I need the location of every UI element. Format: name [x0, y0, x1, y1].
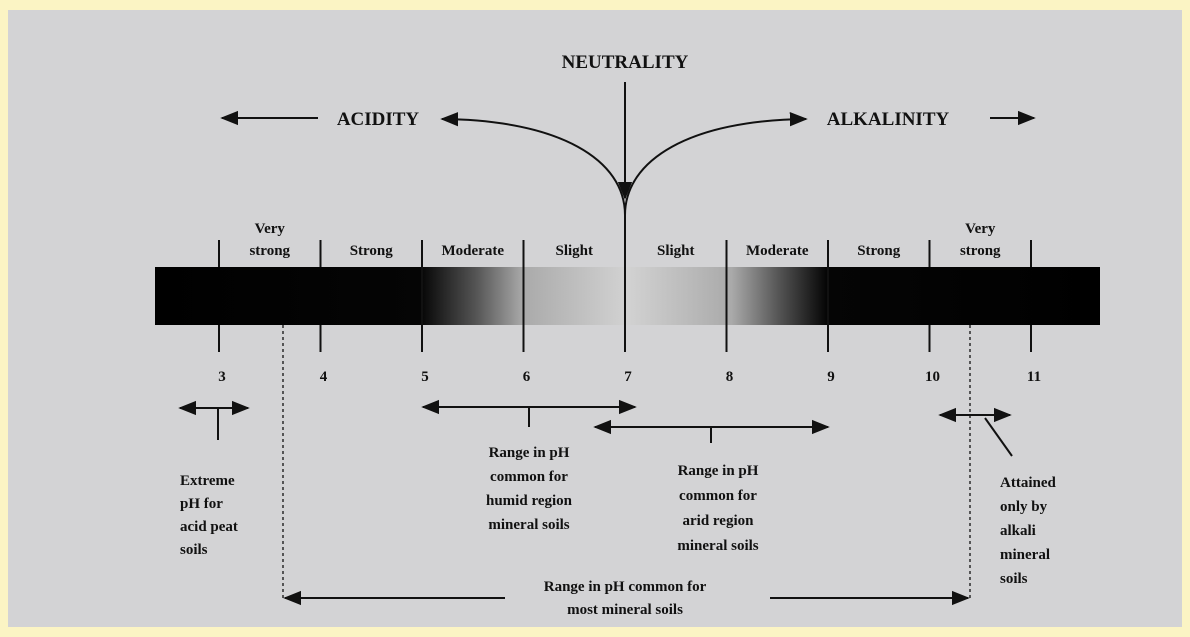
annotation: humid region	[486, 493, 573, 509]
alkali-curve	[624, 111, 808, 216]
annotation: most mineral soils	[567, 602, 683, 618]
annotation: Range in pH common for	[544, 579, 707, 595]
zone-label: Slight	[555, 243, 593, 259]
zone-label: Moderate	[442, 243, 505, 259]
annotation: Range in pH	[678, 463, 759, 479]
annotation: common for	[679, 488, 757, 504]
acid-curve	[440, 111, 626, 216]
scale-label: 9	[827, 369, 835, 385]
zone-label: Strong	[350, 243, 394, 259]
scale-label: 7	[624, 369, 632, 385]
annotation: Extreme	[180, 473, 235, 489]
zone-label: Strong	[857, 243, 901, 259]
zone-label: Very	[965, 221, 996, 237]
annotation: soils	[180, 542, 208, 558]
ph-bar	[155, 267, 1100, 325]
scale-label: 5	[421, 369, 429, 385]
annotation: arid region	[683, 513, 755, 529]
annotation: mineral	[1000, 547, 1050, 563]
annotation: only by	[1000, 499, 1048, 515]
zone-label: Very	[255, 221, 286, 237]
alkalinity-label: ALKALINITY	[827, 109, 950, 130]
annotation: soils	[1000, 571, 1028, 587]
scale-label: 11	[1027, 369, 1041, 385]
scale-label: 4	[320, 369, 328, 385]
scale-label: 3	[218, 369, 226, 385]
zone-label: strong	[960, 243, 1001, 259]
title: NEUTRALITY	[562, 52, 689, 73]
acidity-label: ACIDITY	[337, 109, 420, 130]
annotation: common for	[490, 469, 568, 485]
annotation: pH for	[180, 496, 223, 512]
annotation: alkali	[1000, 523, 1036, 539]
annotation: Range in pH	[489, 445, 570, 461]
annotation: mineral soils	[677, 538, 758, 554]
pointer	[984, 417, 1013, 457]
annotation: mineral soils	[488, 517, 569, 533]
scale-label: 6	[523, 369, 531, 385]
zone-label: Moderate	[746, 243, 809, 259]
annotation: Attained	[1000, 475, 1056, 491]
annotation: acid peat	[180, 519, 238, 535]
zone-label: strong	[249, 243, 290, 259]
scale-label: 10	[925, 369, 940, 385]
scale-label: 8	[726, 369, 734, 385]
zone-label: Slight	[657, 243, 695, 259]
